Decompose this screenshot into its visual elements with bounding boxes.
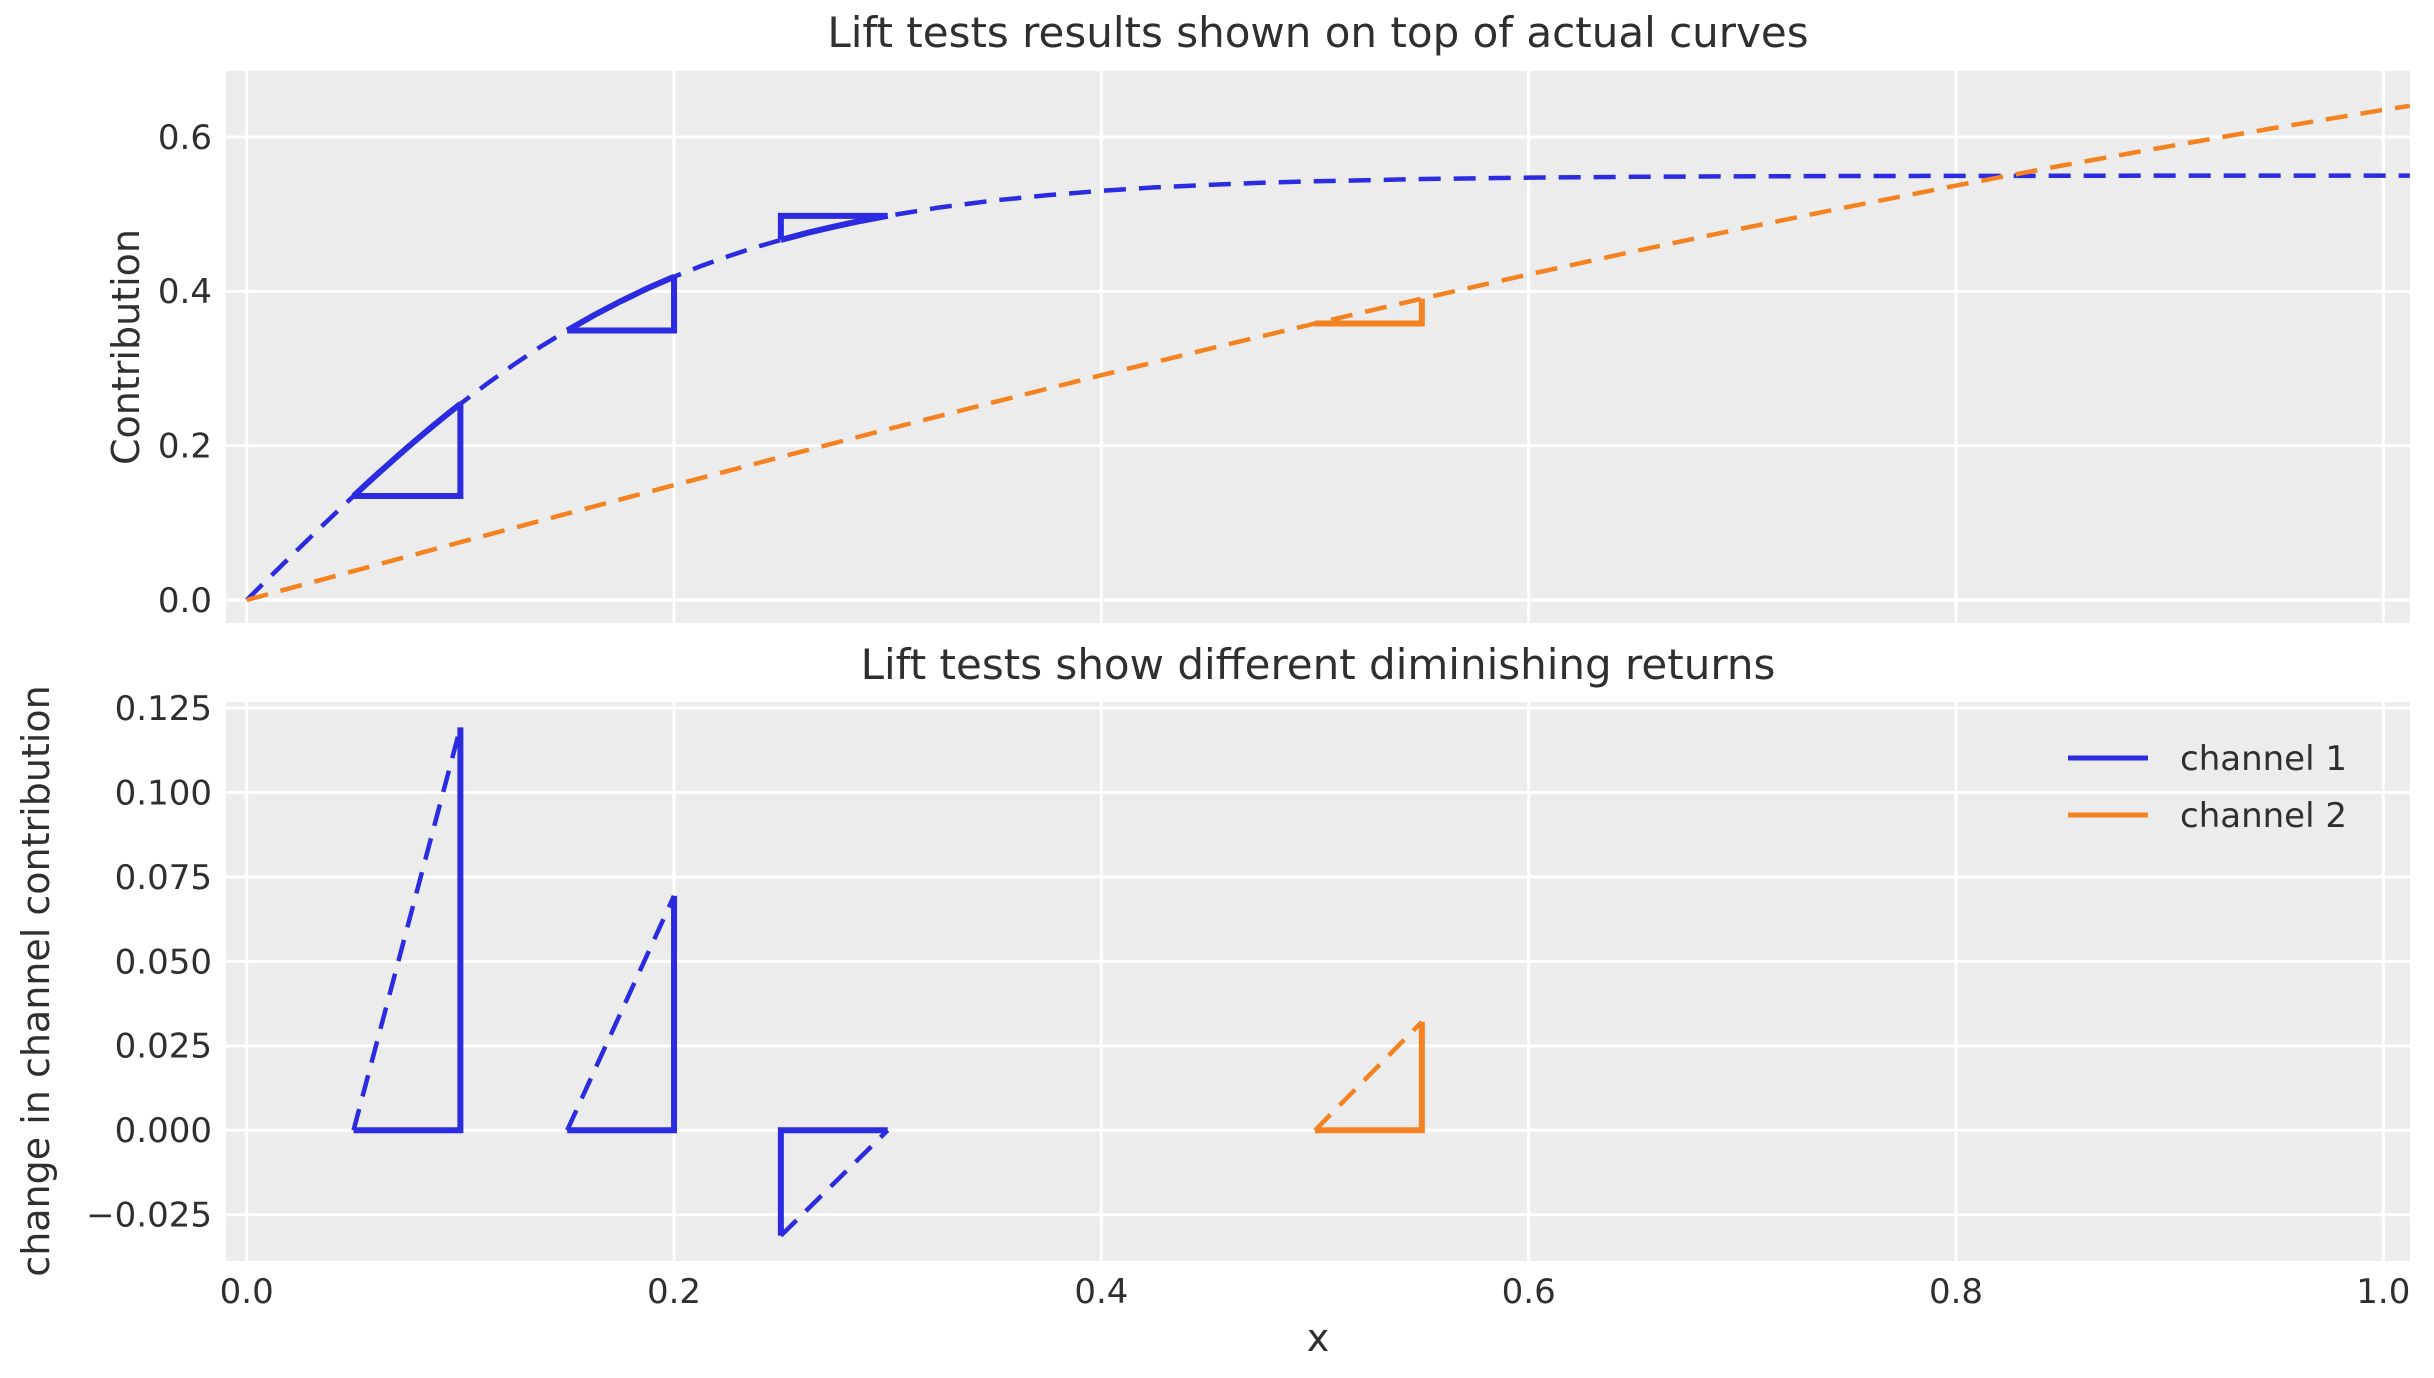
x-tick-label: 0.2 [647, 1272, 701, 1312]
y-tick-label: 0.125 [115, 689, 212, 729]
bottom-y-axis-label: change in channel contribution [14, 685, 58, 1277]
bottom-subplot-title: Lift tests show different diminishing re… [860, 640, 1776, 689]
legend-label: channel 2 [2180, 796, 2347, 836]
x-tick-label: 0.4 [1074, 1272, 1128, 1312]
lift-test-shape [353, 727, 464, 1134]
lift-test-shape [777, 212, 888, 240]
x-tick-label: 0.6 [1502, 1272, 1556, 1312]
lift-test-shape [567, 276, 678, 334]
top-subplot-title: Lift tests results shown on top of actua… [827, 8, 1809, 57]
lift-test-hypotenuse [565, 894, 677, 1132]
legend-label: channel 1 [2180, 739, 2347, 779]
lift-test-shape [1315, 1021, 1425, 1134]
axes-background [226, 702, 2410, 1261]
x-tick-label: 1.0 [2356, 1272, 2410, 1312]
y-tick-label: 0.0 [158, 581, 212, 621]
lift-test-shape [1315, 298, 1425, 327]
y-tick-label: 0.6 [158, 118, 212, 158]
y-tick-label: −0.025 [86, 1196, 212, 1236]
y-tick-label: 0.4 [158, 272, 212, 312]
lift-test-shape [353, 403, 464, 500]
y-tick-label: 0.025 [115, 1027, 212, 1067]
x-tick-label: 0.0 [220, 1272, 274, 1312]
curve-channel-1 [245, 173, 2410, 602]
top-y-axis-label: Contribution [104, 229, 148, 465]
axes-background [226, 71, 2410, 623]
curve-channel-2 [246, 103, 2411, 603]
y-tick-label: 0.100 [115, 773, 212, 813]
lift-test-shape [777, 1127, 888, 1236]
y-tick-label: 0.075 [115, 858, 212, 898]
y-tick-label: 0.2 [158, 427, 212, 467]
lift-test-hypotenuse [1313, 1020, 1424, 1132]
y-tick-label: 0.050 [115, 942, 212, 982]
lift-test-shape [567, 895, 678, 1134]
x-tick-label: 0.8 [1929, 1272, 1983, 1312]
lift-test-hypotenuse [779, 1128, 890, 1238]
x-axis-label: x [1306, 1316, 1330, 1360]
y-tick-label: 0.000 [115, 1111, 212, 1151]
